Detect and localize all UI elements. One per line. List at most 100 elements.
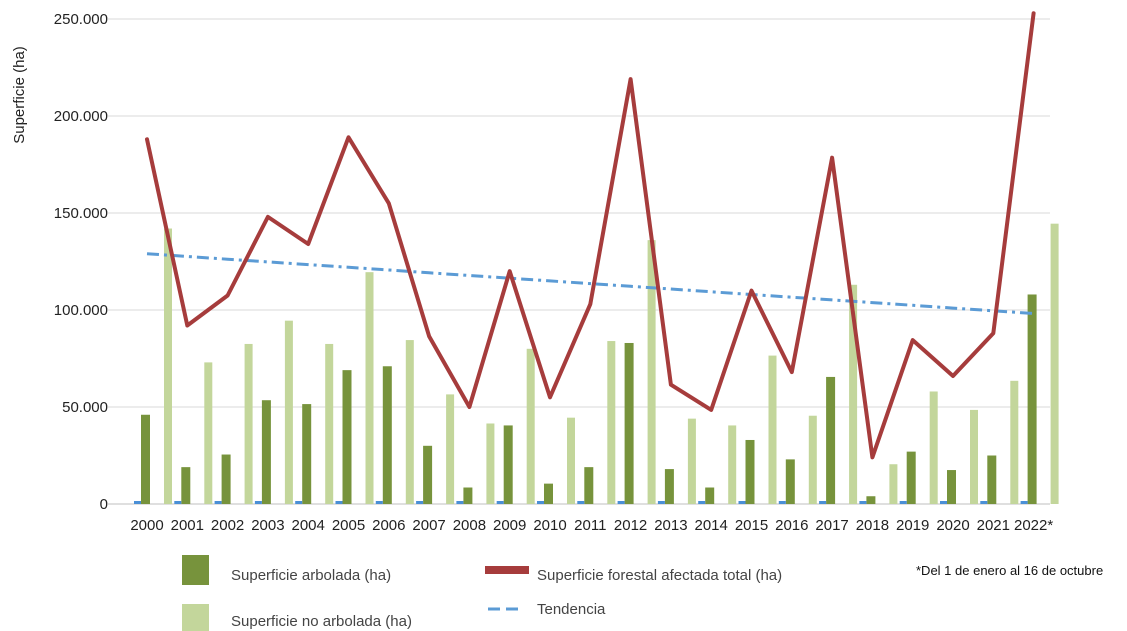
bar-arbolada bbox=[906, 451, 916, 504]
bar-no-arbolada bbox=[687, 418, 696, 504]
legend-item-tendencia: Tendencia bbox=[488, 601, 606, 618]
x-tick-label: 2016 bbox=[775, 517, 808, 534]
x-tick-label: 2003 bbox=[251, 517, 284, 534]
bar-arbolada bbox=[705, 487, 715, 504]
bar-arbolada bbox=[1027, 294, 1037, 504]
base-marker bbox=[1020, 501, 1028, 504]
x-tick-label: 2013 bbox=[654, 517, 687, 534]
bar-arbolada bbox=[664, 469, 674, 504]
bar-arbolada bbox=[745, 439, 755, 504]
y-axis-label: Superficie (ha) bbox=[11, 46, 28, 144]
x-axis-ticks: 2000 2001 2002 2003 2004 2005 2006 2007 2008 2009… bbox=[130, 517, 1053, 534]
bar-no-arbolada bbox=[365, 272, 374, 504]
legend-item-arbolada: Superficie arbolada (ha) bbox=[182, 555, 391, 585]
base-marker bbox=[214, 501, 222, 504]
base-marker bbox=[738, 501, 746, 504]
bar-no-arbolada bbox=[889, 464, 898, 504]
bar-no-arbolada bbox=[446, 394, 455, 504]
x-tick-label: 2006 bbox=[372, 517, 405, 534]
base-marker bbox=[899, 501, 907, 504]
base-markers bbox=[134, 501, 1028, 504]
bar-no-arbolada bbox=[244, 343, 253, 504]
bar-no-arbolada bbox=[849, 284, 858, 504]
bar-no-arbolada bbox=[768, 355, 777, 504]
bar-no-arbolada bbox=[567, 417, 575, 504]
bar-no-arbolada bbox=[486, 423, 495, 504]
bar-arbolada bbox=[624, 342, 634, 504]
base-marker bbox=[657, 501, 665, 504]
y-tick-label: 100.000 bbox=[54, 302, 108, 319]
legend-label-no-arbolada: Superficie no arbolada (ha) bbox=[231, 613, 412, 630]
base-marker bbox=[980, 501, 988, 504]
bar-no-arbolada bbox=[1010, 380, 1019, 504]
base-marker bbox=[416, 501, 424, 504]
y-tick-label: 50.000 bbox=[62, 399, 108, 416]
x-tick-label: 2012 bbox=[614, 517, 647, 534]
base-marker bbox=[375, 501, 383, 504]
x-tick-label: 2022* bbox=[1014, 517, 1053, 534]
base-marker bbox=[859, 501, 867, 504]
bar-no-arbolada bbox=[1050, 223, 1059, 505]
legend: Superficie arbolada (ha) Superficie no a… bbox=[182, 555, 782, 631]
legend-label-total: Superficie forestal afectada total (ha) bbox=[537, 567, 782, 584]
x-tick-label: 2021 bbox=[977, 517, 1010, 534]
x-tick-label: 2020 bbox=[936, 517, 969, 534]
total-afectada-line bbox=[145, 11, 1036, 460]
legend-label-tendencia: Tendencia bbox=[537, 601, 606, 618]
base-marker bbox=[295, 501, 303, 504]
base-marker bbox=[819, 501, 827, 504]
bar-no-arbolada bbox=[607, 341, 616, 504]
bar-no-arbolada bbox=[526, 348, 535, 504]
bar-no-arbolada bbox=[929, 391, 938, 504]
base-marker bbox=[456, 501, 464, 504]
y-tick-label: 250.000 bbox=[54, 11, 108, 28]
legend-item-total: Superficie forestal afectada total (ha) bbox=[485, 566, 782, 584]
x-tick-label: 2015 bbox=[735, 517, 768, 534]
x-tick-label: 2001 bbox=[171, 517, 204, 534]
legend-swatch-arbolada bbox=[182, 555, 209, 585]
bar-arbolada bbox=[302, 404, 312, 504]
base-marker bbox=[174, 501, 182, 504]
legend-label-arbolada: Superficie arbolada (ha) bbox=[231, 567, 391, 584]
bar-arbolada bbox=[261, 400, 271, 504]
bar-arbolada bbox=[342, 370, 352, 504]
bar-arbolada bbox=[866, 496, 876, 504]
bar-arbolada bbox=[503, 425, 513, 504]
bar-no-arbolada bbox=[647, 240, 656, 504]
x-tick-label: 2007 bbox=[412, 517, 445, 534]
y-tick-label: 0 bbox=[100, 496, 108, 513]
bar-arbolada bbox=[785, 459, 795, 504]
base-marker bbox=[335, 501, 343, 504]
x-tick-label: 2017 bbox=[815, 517, 848, 534]
base-marker bbox=[134, 501, 141, 504]
x-tick-label: 2014 bbox=[695, 517, 728, 534]
base-marker bbox=[940, 501, 947, 504]
bar-arbolada bbox=[947, 470, 956, 504]
x-tick-label: 2002 bbox=[211, 517, 244, 534]
x-tick-label: 2010 bbox=[533, 517, 566, 534]
x-tick-label: 2004 bbox=[292, 517, 325, 534]
base-marker bbox=[254, 501, 262, 504]
bar-arbolada bbox=[544, 483, 553, 504]
bar-no-arbolada bbox=[970, 409, 978, 504]
tendencia-line bbox=[146, 252, 1034, 315]
total-line bbox=[145, 11, 1036, 460]
bars bbox=[141, 223, 1059, 505]
x-tick-label: 2005 bbox=[332, 517, 365, 534]
bar-arbolada bbox=[463, 487, 473, 504]
trend-line bbox=[146, 252, 1034, 315]
legend-swatch-total bbox=[485, 566, 529, 574]
bar-arbolada bbox=[987, 455, 997, 504]
bar-no-arbolada bbox=[164, 228, 172, 504]
x-tick-label: 2008 bbox=[453, 517, 486, 534]
bar-arbolada bbox=[221, 454, 231, 504]
legend-item-no-arbolada: Superficie no arbolada (ha) bbox=[182, 604, 412, 631]
y-axis-ticks: 0 50.000 100.000 150.000 200.000 250.000 bbox=[54, 11, 108, 513]
bar-arbolada bbox=[141, 414, 150, 504]
bar-arbolada bbox=[181, 467, 191, 504]
bar-no-arbolada bbox=[728, 425, 737, 504]
bar-arbolada bbox=[382, 366, 392, 504]
annotation-note: *Del 1 de enero al 16 de octubre bbox=[916, 563, 1103, 578]
bar-arbolada bbox=[584, 467, 594, 504]
